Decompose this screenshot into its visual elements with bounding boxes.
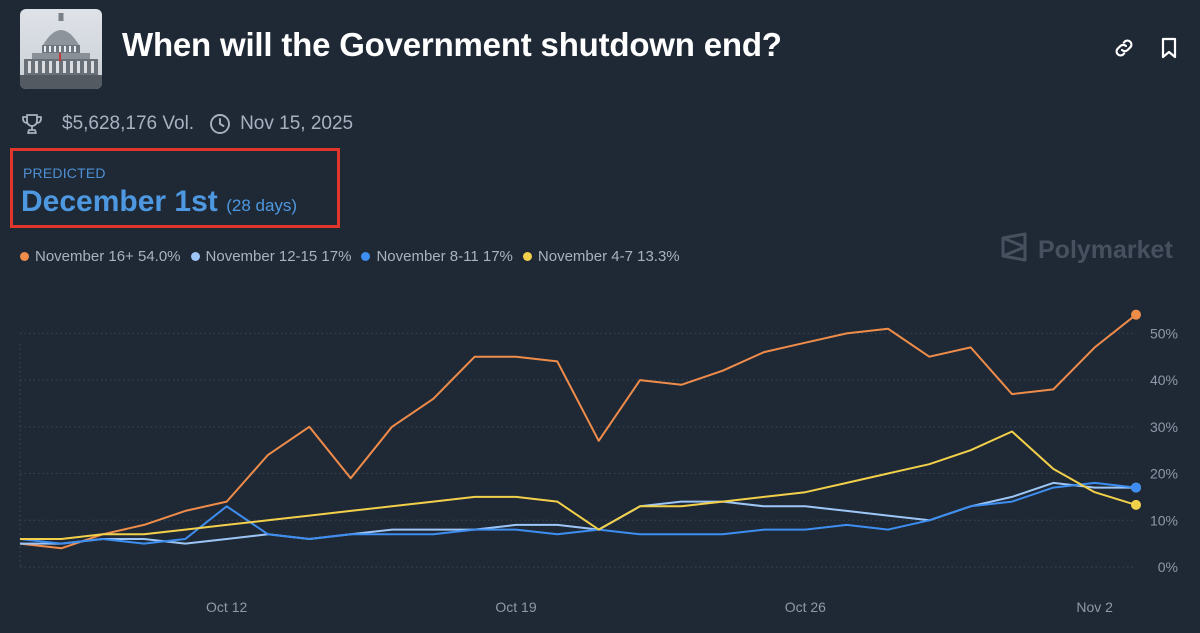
legend-label: November 8-11 17% [376, 248, 513, 265]
series-line-4 [20, 430, 1137, 540]
y-tick-label: 0% [1158, 559, 1178, 575]
series-end-dot [1131, 482, 1141, 493]
probability-chart: 0% 10% 20% 30% 40% 50% Oct 12 Oct 19 Oct 26 Nov … [19, 309, 1178, 615]
legend-item: November 4-7 13.3% [522, 248, 680, 265]
y-tick-label: 50% [1150, 325, 1178, 341]
legend-dot [190, 252, 200, 261]
series-end-dot [1131, 499, 1141, 510]
legend-label: November 16+ 54.0% [35, 248, 181, 265]
x-tick-label: Oct 19 [495, 599, 536, 615]
x-tick-label: Nov 2 [1076, 599, 1113, 615]
brand-name: Polymarket [1038, 236, 1173, 264]
polymarket-watermark: Polymarket [1000, 232, 1173, 269]
legend-item: November 8-11 17% [361, 248, 513, 265]
predicted-value: December 1st (28 days) [21, 185, 297, 219]
y-tick-label: 20% [1150, 466, 1178, 482]
capitol-thumbnail [20, 9, 102, 89]
legend-label: November 12-15 17% [205, 248, 352, 265]
page-title: When will the Government shutdown end? [122, 26, 782, 63]
bookmark-icon[interactable] [1157, 36, 1181, 60]
y-tick-label: 10% [1150, 512, 1178, 528]
polymarket-logo-icon [1000, 232, 1028, 269]
x-tick-label: Oct 12 [206, 599, 247, 615]
legend-item: November 12-15 17% [190, 248, 352, 265]
y-tick-label: 30% [1150, 419, 1178, 435]
chart-legend: November 16+ 54.0% November 12-15 17% No… [20, 248, 690, 265]
y-tick-label: 40% [1150, 372, 1178, 388]
end-date-text: Nov 15, 2025 [240, 113, 354, 134]
series-end-dot [1131, 309, 1141, 320]
legend-dot [361, 252, 371, 261]
legend-dot [522, 252, 532, 261]
trophy-icon [20, 112, 44, 136]
clock-icon [208, 112, 232, 136]
series-line-2 [20, 481, 1136, 545]
volume-text: $5,628,176 Vol. [62, 113, 195, 134]
predicted-days: (28 days) [226, 196, 298, 215]
series-line-1 [19, 313, 1137, 550]
x-tick-label: Oct 26 [785, 599, 826, 615]
predicted-highlight: PREDICTED December 1st (28 days) [10, 148, 340, 228]
predicted-label: PREDICTED [23, 165, 106, 181]
legend-item: November 16+ 54.0% [20, 248, 181, 265]
predicted-date: December 1st [21, 185, 218, 218]
legend-dot [20, 252, 29, 261]
link-icon[interactable] [1112, 36, 1136, 60]
market-meta: $5,628,176 Vol. Nov 15, 2025 [20, 111, 353, 137]
series-line-3 [19, 481, 1137, 545]
legend-label: November 4-7 13.3% [537, 248, 680, 265]
